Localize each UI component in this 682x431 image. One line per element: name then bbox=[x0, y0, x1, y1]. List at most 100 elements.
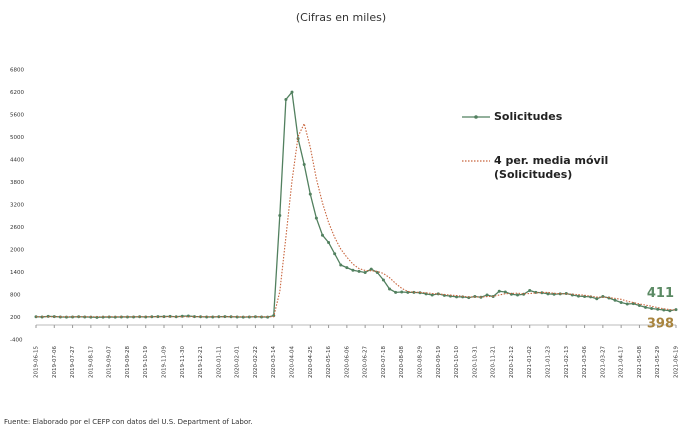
data-point bbox=[162, 315, 166, 319]
data-point bbox=[138, 315, 142, 319]
x-tick-label: 2020-10-31 bbox=[472, 346, 478, 378]
data-point bbox=[308, 192, 312, 196]
data-point bbox=[485, 293, 489, 297]
x-tick-label: 2021-01-02 bbox=[527, 346, 533, 378]
data-point bbox=[595, 297, 599, 301]
y-tick-label: 3200 bbox=[10, 203, 24, 209]
data-point bbox=[314, 216, 318, 220]
data-point bbox=[656, 307, 660, 311]
x-tick-label: 2021-05-29 bbox=[655, 346, 661, 378]
data-point bbox=[351, 268, 355, 272]
x-tick-label: 2019-10-19 bbox=[143, 346, 149, 378]
data-point bbox=[327, 241, 331, 244]
x-tick-label: 2019-08-17 bbox=[88, 346, 94, 378]
chart-title: (Cifras en miles) bbox=[296, 11, 386, 24]
series-line bbox=[36, 122, 677, 318]
data-point bbox=[333, 252, 337, 256]
data-point bbox=[619, 301, 623, 304]
data-point bbox=[290, 90, 294, 94]
y-tick-label: 6200 bbox=[10, 90, 24, 96]
y-tick-label: 5000 bbox=[10, 135, 24, 141]
data-point bbox=[625, 302, 629, 306]
series-line bbox=[35, 90, 677, 318]
x-tick-label: 2020-12-12 bbox=[509, 346, 515, 378]
x-tick-label: 2019-09-07 bbox=[107, 346, 113, 378]
data-point bbox=[223, 315, 227, 319]
x-tick-label: 2020-01-11 bbox=[216, 346, 222, 378]
x-tick-label: 2021-03-27 bbox=[600, 346, 606, 378]
x-tick-label: 2020-10-10 bbox=[454, 346, 460, 378]
data-point bbox=[217, 315, 221, 319]
source-note: Fuente: Elaborado por el CEFP con datos … bbox=[4, 418, 253, 426]
legend-label: 4 per. media móvil (Solicitudes) bbox=[494, 154, 609, 181]
legend-marker bbox=[474, 115, 478, 119]
x-tick-label: 2020-02-01 bbox=[235, 346, 241, 378]
data-point bbox=[339, 263, 343, 267]
data-point bbox=[497, 289, 501, 293]
x-tick-label: 2020-04-04 bbox=[290, 346, 296, 378]
end-label: 411 bbox=[647, 286, 674, 301]
x-tick-label: 2020-03-14 bbox=[271, 346, 277, 378]
x-tick-label: 2019-11-09 bbox=[162, 346, 168, 378]
data-point bbox=[345, 266, 349, 270]
x-tick-label: 2020-02-22 bbox=[253, 346, 259, 378]
data-point bbox=[363, 271, 367, 274]
data-point bbox=[613, 298, 617, 302]
x-tick-label: 2020-04-25 bbox=[308, 346, 314, 378]
data-point bbox=[388, 287, 392, 291]
y-tick-label: 3800 bbox=[10, 180, 24, 186]
data-point bbox=[205, 315, 209, 319]
x-tick-label: 2020-08-08 bbox=[399, 346, 405, 378]
x-tick-label: 2019-11-30 bbox=[180, 346, 186, 378]
y-tick-label: 200 bbox=[10, 315, 21, 321]
x-tick-label: 2021-03-06 bbox=[582, 346, 588, 378]
data-point bbox=[394, 290, 398, 294]
y-tick-label: 800 bbox=[10, 293, 21, 299]
data-point bbox=[174, 315, 178, 319]
x-tick-label: 2020-06-06 bbox=[344, 346, 350, 378]
x-tick-label: 2019-12-21 bbox=[198, 346, 204, 378]
data-point bbox=[132, 315, 136, 319]
y-tick-label: 4400 bbox=[10, 158, 24, 164]
y-tick-label: -400 bbox=[10, 338, 23, 344]
data-point bbox=[192, 315, 196, 319]
data-point bbox=[156, 315, 160, 319]
data-point bbox=[528, 289, 532, 292]
data-point bbox=[381, 278, 385, 282]
data-point bbox=[637, 304, 641, 307]
data-point bbox=[272, 314, 276, 318]
y-tick-label: 2000 bbox=[10, 248, 24, 254]
data-point bbox=[284, 97, 288, 101]
data-point bbox=[199, 315, 203, 319]
y-tick-label: 6800 bbox=[10, 68, 24, 74]
legend-label: Solicitudes bbox=[494, 110, 563, 123]
x-tick-label: 2020-07-18 bbox=[381, 346, 387, 378]
data-point bbox=[320, 233, 324, 237]
x-tick-label: 2020-06-27 bbox=[363, 346, 369, 378]
x-tick-label: 2019-07-06 bbox=[52, 346, 58, 378]
data-point bbox=[211, 315, 215, 319]
data-point bbox=[546, 292, 550, 296]
x-tick-label: 2021-01-23 bbox=[546, 346, 552, 378]
data-point bbox=[430, 293, 434, 297]
data-point bbox=[369, 267, 373, 271]
y-tick-label: 2600 bbox=[10, 225, 24, 231]
data-point bbox=[558, 292, 562, 296]
x-tick-label: 2019-06-15 bbox=[34, 346, 40, 378]
x-tick-label: 2021-02-13 bbox=[564, 346, 570, 378]
data-point bbox=[150, 315, 154, 319]
data-point bbox=[576, 294, 580, 298]
data-point bbox=[400, 290, 404, 294]
data-point bbox=[503, 290, 507, 294]
data-point bbox=[302, 162, 306, 166]
data-point bbox=[412, 290, 416, 294]
x-tick-label: 2020-11-21 bbox=[491, 346, 497, 378]
x-tick-label: 2021-06-19 bbox=[674, 346, 680, 378]
x-tick-label: 2020-09-19 bbox=[436, 346, 442, 378]
x-tick-label: 2021-04-17 bbox=[619, 346, 625, 378]
data-point bbox=[144, 315, 148, 319]
data-point bbox=[278, 214, 282, 217]
data-point bbox=[357, 269, 361, 273]
